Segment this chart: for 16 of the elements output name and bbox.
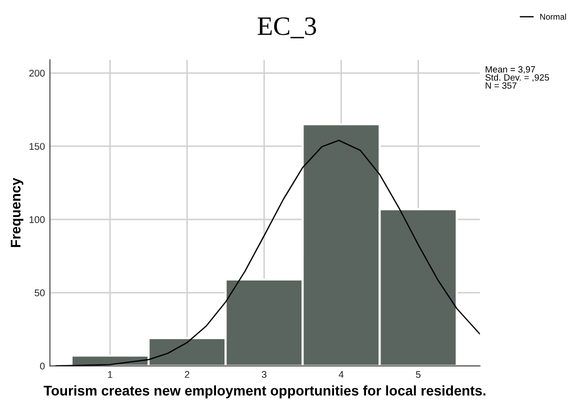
x-tick-label: 5	[416, 371, 421, 378]
line-series	[55, 140, 480, 366]
y-axis-title: Frequency	[10, 178, 24, 248]
text: Mean = 3,97 Std. Dev. = ,925 N = 357	[485, 66, 549, 89]
y-tick-label: 200	[29, 70, 45, 77]
x-tick-label: 4	[338, 371, 344, 378]
legend-label: Normal	[540, 14, 566, 20]
x-tick-label: 2	[184, 371, 190, 378]
y-tick-label: 0	[40, 362, 45, 370]
x-tick-label: 3	[262, 371, 266, 378]
y-tick-label: 150	[30, 142, 45, 150]
y-tick-label: 100	[30, 216, 45, 224]
chart-title: EC_3	[258, 17, 316, 38]
y-tick-label: 50	[34, 289, 45, 296]
x-tick-label: 1	[108, 371, 112, 378]
x-axis-title: Tourism creates new employment opportunities for local residents.	[44, 385, 486, 398]
